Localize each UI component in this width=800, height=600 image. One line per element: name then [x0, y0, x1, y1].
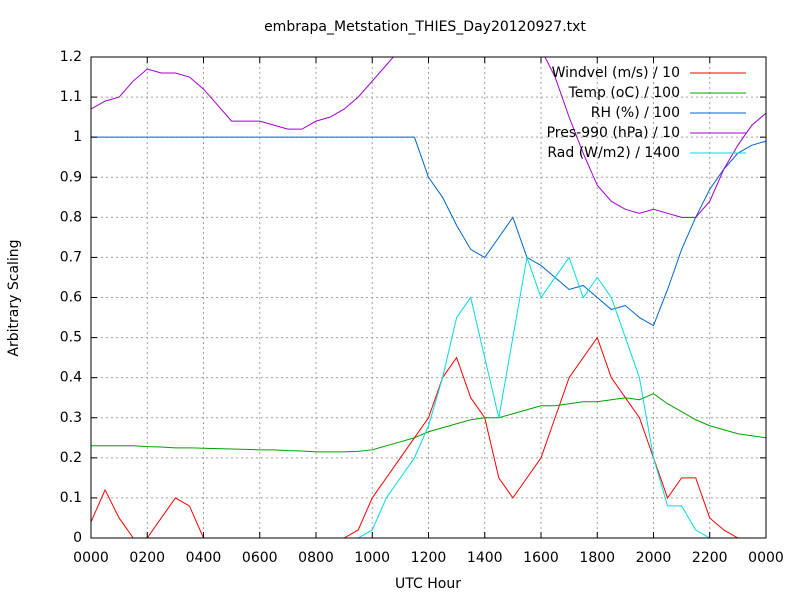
legend-label: Rad (W/m2) / 1400: [547, 145, 680, 161]
legend-label: RH (%) / 100: [591, 105, 680, 121]
y-tick-label: 0: [73, 530, 82, 546]
legend-label: Pres-990 (hPa) / 10: [547, 125, 680, 141]
x-tick-label: 1400: [467, 550, 503, 566]
y-tick-label: 0.9: [60, 169, 82, 185]
x-tick-label: 0800: [298, 550, 334, 566]
x-tick-label: 2200: [692, 550, 728, 566]
y-tick-label: 1.1: [60, 89, 82, 105]
y-tick-label: 0.2: [60, 450, 82, 466]
y-tick-label: 1: [73, 129, 82, 145]
y-tick-label: 0.7: [60, 249, 82, 265]
legend-label: Windvel (m/s) / 10: [552, 65, 680, 81]
series-line: [91, 255, 766, 538]
series-line: [91, 136, 766, 327]
plot-area: [91, 57, 766, 538]
y-axis-label: Arbitrary Scaling: [6, 239, 22, 356]
x-tick-label: 1200: [411, 550, 447, 566]
series-line: [91, 393, 766, 453]
series-line: [91, 57, 766, 218]
x-tick-label: 1000: [354, 550, 390, 566]
x-tick-label: 0600: [242, 550, 278, 566]
y-tick-label: 0.6: [60, 290, 82, 306]
y-tick-label: 0.1: [60, 490, 82, 506]
y-tick-label: 0.4: [60, 370, 82, 386]
chart-title: embrapa_Metstation_THIES_Day20120927.txt: [264, 19, 586, 35]
x-axis-label: UTC Hour: [395, 576, 461, 592]
y-tick-label: 1.2: [60, 49, 82, 65]
y-tick-label: 0.5: [60, 330, 82, 346]
y-tick-label: 0.3: [60, 410, 82, 426]
x-tick-label: 0000: [748, 550, 784, 566]
y-tick-label: 0.8: [60, 209, 82, 225]
x-tick-label: 0200: [129, 550, 165, 566]
x-tick-label: 0400: [186, 550, 222, 566]
x-tick-label: 0000: [73, 550, 109, 566]
legend-label: Temp (oC) / 100: [568, 85, 680, 101]
x-tick-label: 2000: [636, 550, 672, 566]
x-tick-label: 1600: [523, 550, 559, 566]
x-tick-label: 1800: [579, 550, 615, 566]
